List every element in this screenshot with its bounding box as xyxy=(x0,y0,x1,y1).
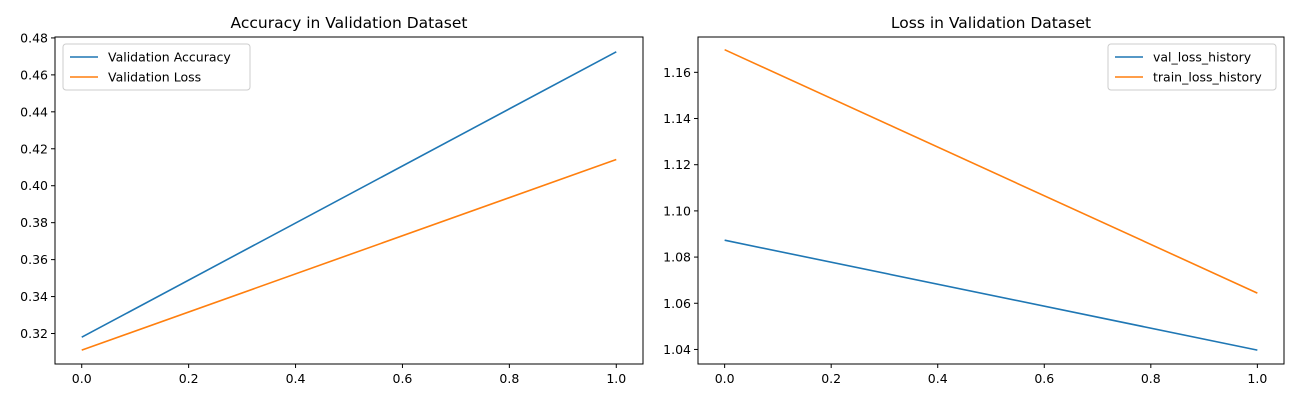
accuracy-series-line-1 xyxy=(81,51,617,338)
loss-legend-label-2: train_loss_history xyxy=(1153,70,1262,85)
loss-y-tick-label: 1.08 xyxy=(663,250,691,265)
accuracy-x-tick-label: 1.0 xyxy=(606,371,626,386)
accuracy-plot-area xyxy=(54,36,644,365)
loss-x-tick-label: 0.4 xyxy=(928,371,948,386)
accuracy-legend: Validation Accuracy Validation Loss xyxy=(62,43,251,91)
loss-x-tick-label: 1.0 xyxy=(1247,371,1267,386)
loss-y-tick-label: 1.06 xyxy=(663,296,691,311)
accuracy-y-tick-label: 0.36 xyxy=(20,252,48,267)
accuracy-x-tick-label: 0.0 xyxy=(72,371,92,386)
accuracy-legend-label-2: Validation Loss xyxy=(108,70,201,85)
loss-x-tick-label: 0.0 xyxy=(715,371,735,386)
loss-legend: val_loss_history train_loss_history xyxy=(1107,43,1277,91)
accuracy-y-tick-label: 0.42 xyxy=(20,141,48,156)
loss-series-line-1 xyxy=(724,239,1258,351)
accuracy-x-tick-label: 0.8 xyxy=(499,371,519,386)
accuracy-x-tick-label: 0.2 xyxy=(179,371,199,386)
loss-plot-area xyxy=(697,36,1285,365)
accuracy-x-tick-label: 0.4 xyxy=(286,371,306,386)
accuracy-y-tick-label: 0.32 xyxy=(20,326,48,341)
accuracy-series-line-2 xyxy=(81,158,617,351)
loss-x-tick-label: 0.8 xyxy=(1141,371,1161,386)
loss-x-tick-label: 0.6 xyxy=(1034,371,1054,386)
accuracy-y-tick-label: 0.40 xyxy=(20,178,48,193)
loss-legend-label-1: val_loss_history xyxy=(1153,50,1252,65)
loss-y-tick-label: 1.10 xyxy=(663,203,691,218)
loss-y-tick-label: 1.12 xyxy=(663,157,691,172)
accuracy-y-tick-label: 0.38 xyxy=(20,215,48,230)
accuracy-y-tick-label: 0.46 xyxy=(20,67,48,82)
loss-chart-title: Loss in Validation Dataset xyxy=(891,14,1091,32)
loss-x-tick-label: 0.2 xyxy=(821,371,841,386)
accuracy-legend-label-1: Validation Accuracy xyxy=(108,50,231,65)
loss-y-tick-label: 1.04 xyxy=(663,342,691,357)
loss-legend-box xyxy=(1107,43,1277,91)
loss-chart-panel: Loss in Validation Dataset 0.0 0.2 0.4 0.6 0.… xyxy=(663,14,1285,386)
loss-series-line-2 xyxy=(724,48,1258,294)
accuracy-x-tick-label: 0.6 xyxy=(393,371,413,386)
accuracy-y-tick-label: 0.44 xyxy=(20,104,48,119)
loss-y-tick-label: 1.14 xyxy=(663,111,691,126)
accuracy-y-tick-label: 0.34 xyxy=(20,289,48,304)
accuracy-legend-box xyxy=(62,43,251,91)
accuracy-y-tick-label: 0.48 xyxy=(20,30,48,45)
accuracy-chart-title: Accuracy in Validation Dataset xyxy=(231,14,468,32)
loss-y-tick-label: 1.16 xyxy=(663,65,691,80)
